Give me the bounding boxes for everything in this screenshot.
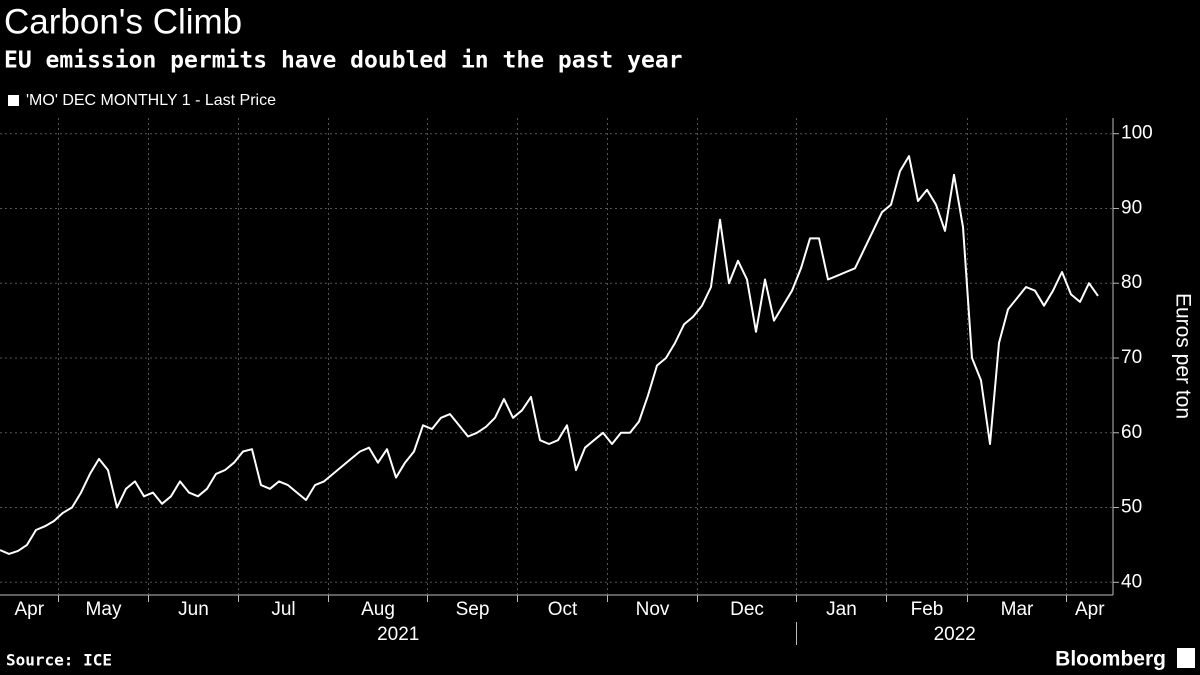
x-tick-label: Feb <box>911 599 944 620</box>
brand-icon <box>1177 648 1195 668</box>
brand: Bloomberg <box>1055 648 1166 671</box>
x-tick-label: Apr <box>1075 599 1105 620</box>
chart-subtitle: EU emission permits have doubled in the … <box>4 48 683 74</box>
x-tick-label: Oct <box>548 599 578 620</box>
y-tick-label: 60 <box>1121 422 1142 443</box>
legend-label: 'MO' DEC MONTHLY 1 - Last Price <box>26 92 276 109</box>
year-label: 2021 <box>377 624 419 645</box>
x-tick-label: Aug <box>361 599 395 620</box>
x-tick-label: Jun <box>178 599 209 620</box>
x-tick-label: Mar <box>1001 599 1034 620</box>
y-tick-label: 90 <box>1121 197 1142 218</box>
legend-swatch <box>8 95 19 106</box>
x-tick-label: Dec <box>730 599 764 620</box>
x-tick-label: Nov <box>636 599 670 620</box>
source: Source: ICE <box>6 651 112 670</box>
y-tick-label: 70 <box>1121 347 1142 368</box>
price-line <box>0 155 1099 555</box>
y-tick-label: 100 <box>1121 123 1153 144</box>
y-axis-title: Euros per ton <box>1171 293 1194 419</box>
x-tick-label: Jan <box>826 599 857 620</box>
y-tick-label: 40 <box>1121 571 1142 592</box>
x-tick-label: Sep <box>456 599 490 620</box>
y-tick-label: 50 <box>1121 497 1142 518</box>
chart-title: Carbon's Climb <box>4 2 242 41</box>
x-tick-label: May <box>86 599 122 620</box>
y-tick-label: 80 <box>1121 272 1142 293</box>
x-tick-label: Apr <box>14 599 44 620</box>
year-label: 2022 <box>934 624 976 645</box>
x-tick-label: Jul <box>271 599 295 620</box>
